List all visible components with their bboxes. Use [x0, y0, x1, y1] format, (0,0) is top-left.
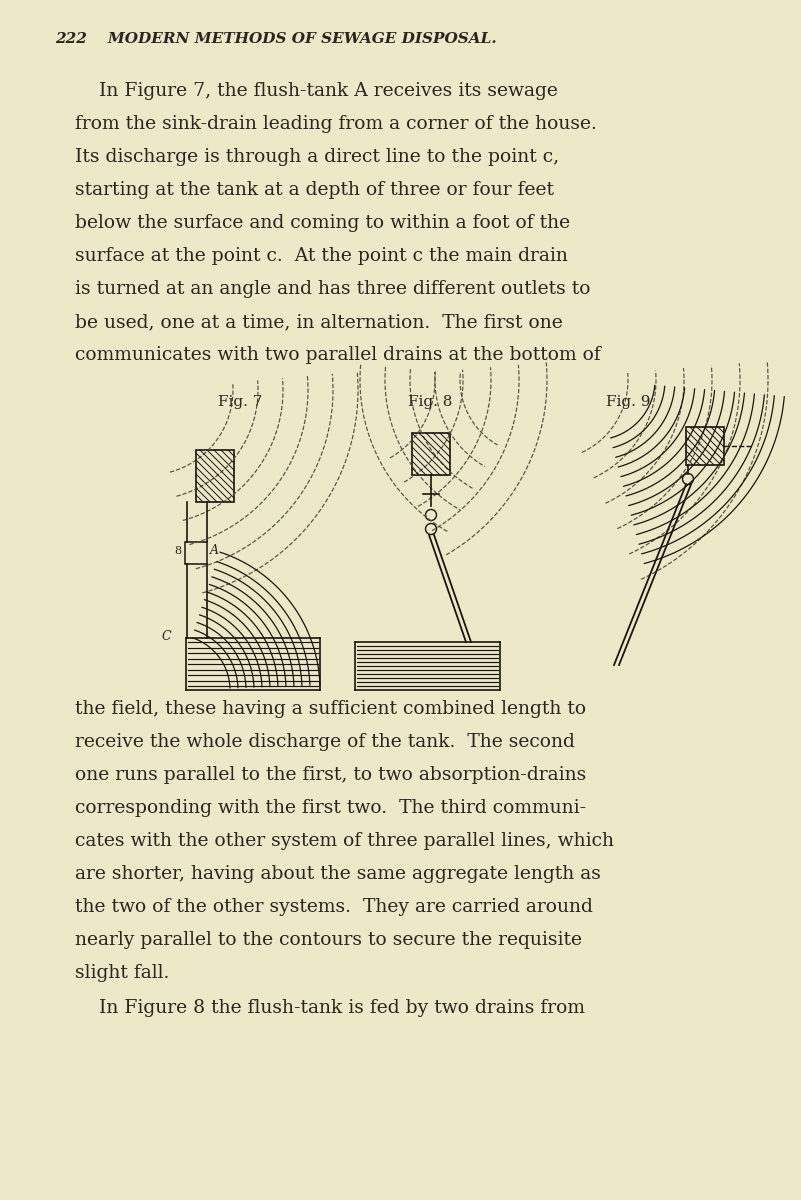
Text: starting at the tank at a depth of three or four feet: starting at the tank at a depth of three… [75, 181, 554, 199]
Bar [412, 433, 450, 475]
Text: Fig. 9: Fig. 9 [606, 395, 650, 409]
Text: communicates with two parallel drains at the bottom of: communicates with two parallel drains at… [75, 346, 601, 364]
Text: Its discharge is through a direct line to the point c,: Its discharge is through a direct line t… [75, 148, 559, 166]
Text: the two of the other systems.  They are carried around: the two of the other systems. They are c… [75, 898, 593, 916]
Bar [185, 542, 207, 564]
Text: the field, these having a sufficient combined length to: the field, these having a sufficient com… [75, 700, 586, 718]
Text: C: C [161, 630, 171, 643]
Text: A: A [210, 545, 219, 558]
Bar [196, 450, 234, 502]
Text: below the surface and coming to within a foot of the: below the surface and coming to within a… [75, 214, 570, 232]
Text: are shorter, having about the same aggregate length as: are shorter, having about the same aggre… [75, 865, 601, 883]
Text: Fig. 7: Fig. 7 [218, 395, 262, 409]
Text: In Figure 7, the flush-tank A receives its sewage: In Figure 7, the flush-tank A receives i… [75, 82, 557, 100]
Text: be used, one at a time, in alternation.  The first one: be used, one at a time, in alternation. … [75, 313, 563, 331]
Text: is turned at an angle and has three different outlets to: is turned at an angle and has three diff… [75, 280, 590, 298]
Text: In Figure 8 the flush-tank is fed by two drains from: In Figure 8 the flush-tank is fed by two… [75, 998, 585, 1018]
Text: receive the whole discharge of the tank.  The second: receive the whole discharge of the tank.… [75, 733, 575, 751]
Text: from the sink-drain leading from a corner of the house.: from the sink-drain leading from a corne… [75, 115, 597, 133]
Text: Fig. 8: Fig. 8 [408, 395, 453, 409]
Text: 8: 8 [174, 546, 181, 556]
Text: cates with the other system of three parallel lines, which: cates with the other system of three par… [75, 832, 614, 850]
Text: one runs parallel to the first, to two absorption-drains: one runs parallel to the first, to two a… [75, 766, 586, 784]
Text: slight fall.: slight fall. [75, 964, 169, 982]
Text: 222    MODERN METHODS OF SEWAGE DISPOSAL.: 222 MODERN METHODS OF SEWAGE DISPOSAL. [55, 32, 497, 46]
Bar [686, 427, 724, 464]
Text: surface at the point c.  At the point c the main drain: surface at the point c. At the point c t… [75, 247, 568, 265]
Text: nearly parallel to the contours to secure the requisite: nearly parallel to the contours to secur… [75, 931, 582, 949]
Text: corresponding with the first two.  The third communi-: corresponding with the first two. The th… [75, 799, 586, 817]
